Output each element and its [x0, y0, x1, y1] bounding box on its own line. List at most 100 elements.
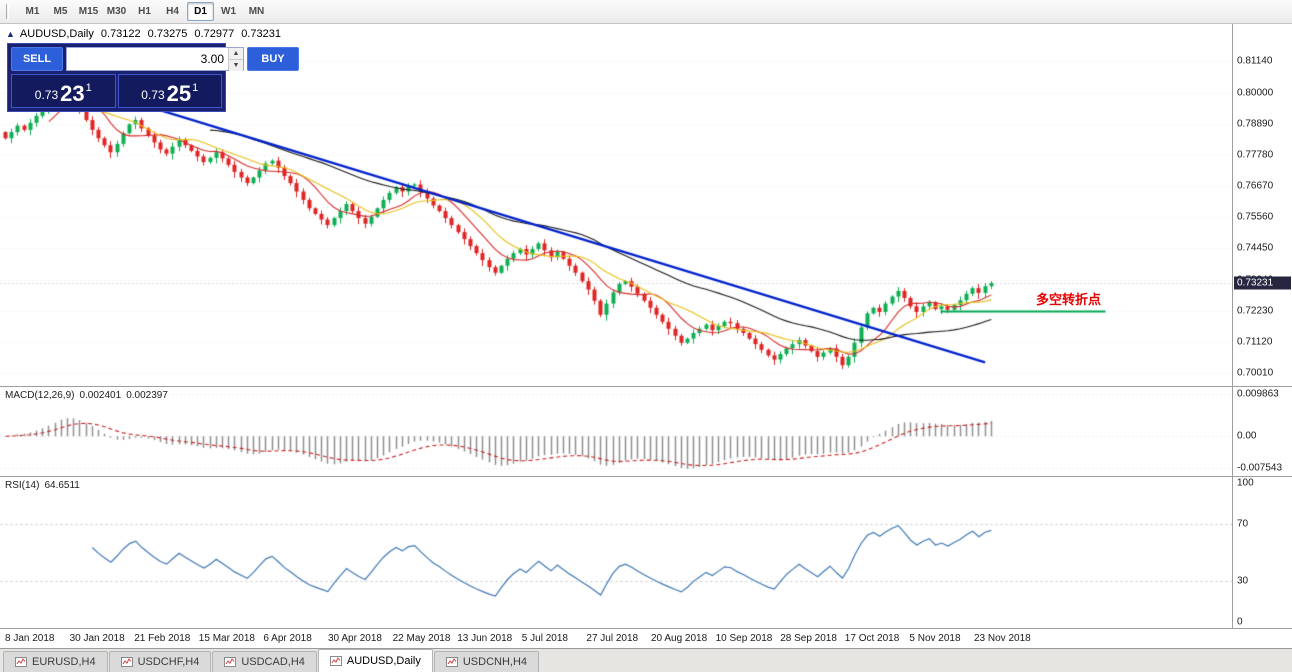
chart-ohlc-header: ▲ AUDUSD,Daily 0.73122 0.73275 0.72977 0…	[6, 28, 281, 40]
date-axis-label: 20 Aug 2018	[651, 633, 708, 644]
macd-signal-value: 0.002397	[126, 390, 168, 401]
chart-tab-eurusd-h4[interactable]: EURUSD,H4	[3, 651, 108, 672]
chart-icon	[224, 657, 237, 667]
chart-tab-usdcnh-h4[interactable]: USDCNH,H4	[433, 651, 540, 672]
price-axis-label: 0.74450	[1237, 242, 1274, 254]
buy-price-display[interactable]: 0.73 25 1	[117, 74, 222, 108]
price-axis-label: 0.70010	[1237, 367, 1274, 379]
price-axis[interactable]: 0.81140 0.80000 0.78890 0.77780 0.76670 0.755…	[1232, 24, 1292, 386]
rsi-axis-label: 0	[1237, 616, 1243, 628]
chart-tab-usdchf-h4[interactable]: USDCHF,H4	[108, 651, 212, 672]
date-axis-label: 10 Sep 2018	[715, 633, 773, 644]
macd-axis[interactable]: 0.009863 0.00 -0.007543	[1232, 387, 1292, 476]
buy-button[interactable]: BUY	[247, 47, 299, 71]
chart-tab-label: AUDUSD,Daily	[346, 655, 421, 667]
sell-button[interactable]: SELL	[11, 47, 63, 71]
macd-canvas[interactable]	[0, 387, 1232, 476]
volume-field: ▲ ▼	[66, 47, 244, 71]
chart-symbol-label: AUDUSD,Daily	[19, 28, 94, 40]
timeframe-toolbar: M1 M5 M15 M30 H1 H4 D1 W1 MN	[0, 0, 1292, 24]
price-axis-label: 0.76670	[1237, 180, 1274, 192]
date-axis-label: 15 Mar 2018	[198, 633, 255, 644]
buy-price-base: 0.73	[141, 88, 165, 102]
chart-icon	[329, 656, 342, 666]
date-axis-label: 17 Oct 2018	[844, 633, 900, 644]
rsi-canvas[interactable]	[0, 477, 1232, 628]
timeframe-button-m5[interactable]: M5	[53, 6, 68, 17]
timeframe-button-h1[interactable]: H1	[138, 6, 151, 17]
volume-stepper: ▲ ▼	[228, 48, 243, 71]
price-axis-label: 0.80000	[1237, 87, 1274, 99]
chart-icon	[15, 657, 27, 667]
volume-increase-button[interactable]: ▲	[229, 48, 243, 60]
date-axis-label: 27 Jul 2018	[586, 633, 639, 644]
pivot-annotation-label[interactable]: 多空转折点	[1036, 292, 1102, 307]
timeframe-button-h4[interactable]: H4	[166, 6, 179, 17]
chart-tab-label: USDCAD,H4	[241, 656, 305, 668]
macd-label: MACD(12,26,9) 0.002401 0.002397	[5, 390, 168, 401]
ohlc-open: 0.73122	[100, 28, 141, 40]
buy-price-pips: 25	[166, 81, 192, 106]
chart-icon	[120, 657, 133, 667]
rsi-indicator-panel: 100 70 30 0 RSI(14) 64.6511	[0, 476, 1292, 628]
rsi-axis-label: 30	[1237, 575, 1249, 587]
one-click-trading-widget: SELL ▲ ▼ BUY 0.73 23 1 0.73	[7, 43, 299, 112]
date-axis-label: 8 Jan 2018	[5, 633, 55, 644]
chart-tab-label: USDCHF,H4	[137, 656, 200, 668]
sell-price-pipette: 1	[85, 82, 92, 94]
current-price-badge: 0.73231	[1234, 276, 1291, 290]
chart-tabbar: EURUSD,H4 USDCHF,H4 USDCAD,H4 AUDUSD,Daily U…	[0, 648, 1292, 672]
volume-decrease-button[interactable]: ▼	[229, 60, 243, 71]
chart-icon	[445, 657, 458, 667]
one-click-toggle-icon[interactable]: ▲	[6, 29, 15, 39]
rsi-axis[interactable]: 100 70 30 0	[1232, 477, 1292, 628]
date-axis[interactable]: 8 Jan 2018 30 Jan 2018 21 Feb 2018 15 Mar 2…	[0, 628, 1292, 648]
chart-tab-label: USDCNH,H4	[462, 656, 528, 668]
toolbar-grip[interactable]	[6, 4, 9, 19]
price-axis-label: 0.71120	[1237, 336, 1273, 348]
date-axis-label: 30 Jan 2018	[69, 633, 125, 644]
date-axis-label: 5 Nov 2018	[909, 633, 961, 644]
price-axis-label: 0.75560	[1237, 211, 1274, 223]
macd-axis-label: 0.00	[1237, 430, 1257, 442]
rsi-axis-label: 100	[1237, 477, 1254, 489]
date-axis-label: 21 Feb 2018	[134, 633, 191, 644]
timeframe-button-m30[interactable]: M30	[106, 6, 127, 17]
price-chart-panel: 0.81140 0.80000 0.78890 0.77780 0.76670 0.755…	[0, 24, 1292, 386]
macd-main-value: 0.002401	[79, 390, 122, 401]
macd-axis-label: 0.009863	[1237, 388, 1279, 400]
timeframe-button-mn[interactable]: MN	[248, 6, 265, 17]
chart-tab-audusd-daily[interactable]: AUDUSD,Daily	[317, 649, 433, 672]
volume-input[interactable]	[67, 48, 228, 70]
date-axis-label: 28 Sep 2018	[780, 633, 837, 644]
macd-axis-label: -0.007543	[1237, 462, 1283, 474]
date-axis-label: 30 Apr 2018	[328, 633, 382, 644]
price-axis-label: 0.72230	[1237, 305, 1274, 317]
date-axis-label: 22 May 2018	[392, 633, 451, 644]
price-axis-label: 0.78890	[1237, 118, 1274, 130]
sell-price-pips: 23	[60, 81, 85, 106]
price-axis-label: 0.77780	[1237, 149, 1274, 161]
price-axis-label: 0.81140	[1237, 55, 1273, 67]
rsi-label: RSI(14) 64.6511	[5, 480, 80, 491]
macd-indicator-panel: 0.009863 0.00 -0.007543 MACD(12,26,9) 0.002…	[0, 386, 1292, 476]
date-axis-label: 13 Jun 2018	[457, 633, 513, 644]
timeframe-button-d1[interactable]: D1	[187, 2, 214, 21]
date-axis-label: 6 Apr 2018	[263, 633, 312, 644]
chart-tab-usdcad-h4[interactable]: USDCAD,H4	[212, 651, 317, 672]
rsi-axis-label: 70	[1237, 518, 1249, 530]
date-axis-label: 5 Jul 2018	[521, 633, 568, 644]
sell-price-display[interactable]: 0.73 23 1	[11, 74, 116, 108]
ohlc-low: 0.72977	[194, 28, 235, 40]
buy-price-pipette: 1	[192, 82, 199, 94]
sell-price-base: 0.73	[34, 88, 59, 102]
ohlc-high: 0.73275	[147, 28, 188, 40]
timeframe-button-m15[interactable]: M15	[78, 6, 99, 17]
timeframe-button-w1[interactable]: W1	[221, 6, 236, 17]
ohlc-close: 0.73231	[241, 28, 281, 40]
date-axis-label: 23 Nov 2018	[974, 633, 1031, 644]
chart-tab-label: EURUSD,H4	[32, 656, 96, 668]
chart-workspace: 0.81140 0.80000 0.78890 0.77780 0.76670 0.755…	[0, 24, 1292, 672]
timeframe-button-m1[interactable]: M1	[25, 6, 40, 17]
timeframe-buttons: M1 M5 M15 M30 H1 H4 D1 W1 MN	[19, 2, 271, 21]
